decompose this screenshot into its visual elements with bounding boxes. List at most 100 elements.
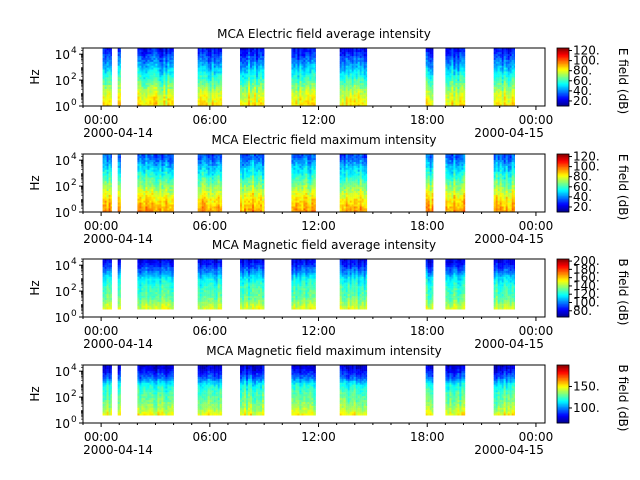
heatmap-cell (339, 78, 342, 82)
heatmap-cell (307, 80, 310, 84)
heatmap-cell (171, 155, 174, 159)
heatmap-cell (305, 48, 308, 51)
heatmap-cell (119, 196, 121, 199)
heatmap-cell (453, 75, 456, 78)
heatmap-cell (449, 78, 452, 82)
heatmap-cell (297, 200, 300, 203)
heatmap-cell (106, 48, 109, 51)
heatmap-cell (215, 82, 218, 85)
heatmap-cell (461, 59, 464, 62)
heatmap-cell (343, 94, 346, 97)
heatmap-cell (151, 92, 154, 95)
heatmap-cell (307, 61, 310, 64)
heatmap-cell (347, 84, 350, 87)
heatmap-cell (215, 88, 218, 91)
heatmap-cell (102, 49, 105, 53)
heatmap-cell (256, 48, 259, 51)
heatmap-cell (254, 198, 257, 201)
heatmap-cell (291, 181, 294, 184)
heatmap-cell (359, 96, 362, 99)
heatmap-cell (363, 48, 366, 51)
heatmap-cell (203, 186, 206, 190)
heatmap-cell (451, 77, 454, 80)
heatmap-cell (149, 208, 152, 211)
heatmap-cell (248, 159, 251, 162)
heatmap-cell (431, 82, 434, 85)
heatmap-cell (463, 82, 466, 85)
heatmap-cell (244, 186, 247, 190)
heatmap-cell (429, 59, 432, 62)
heatmap-cell (427, 48, 430, 51)
heatmap-cell (203, 67, 206, 70)
heatmap-cell (143, 161, 146, 164)
heatmap-cell (347, 100, 350, 103)
heatmap-cell (157, 186, 160, 190)
heatmap-cell (431, 100, 434, 103)
heatmap-cell (143, 94, 146, 97)
heatmap-cell (139, 165, 142, 168)
heatmap-cell (244, 53, 247, 56)
heatmap-cell (143, 186, 146, 190)
heatmap-cell (161, 69, 164, 72)
heatmap-cell (248, 155, 251, 159)
heatmap-cell (505, 73, 508, 76)
heatmap-cell (102, 200, 105, 203)
heatmap-cell (153, 67, 156, 70)
heatmap-cell (311, 57, 314, 60)
heatmap-cell (149, 71, 152, 74)
x-tick-label: 00:00 (84, 113, 119, 127)
heatmap-cell (145, 184, 148, 188)
heatmap-cell (171, 82, 174, 85)
heatmap-cell (108, 181, 111, 184)
heatmap-cell (149, 96, 152, 99)
heatmap-cell (359, 100, 362, 103)
heatmap-cell (363, 75, 366, 78)
heatmap-cell (258, 69, 261, 72)
heatmap-cell (351, 73, 354, 76)
heatmap-cell (427, 71, 430, 74)
heatmap-cell (110, 88, 112, 91)
heatmap-cell (104, 173, 107, 176)
heatmap-cell (501, 77, 504, 80)
heatmap-cell (153, 59, 156, 62)
heatmap-cell (305, 67, 308, 70)
heatmap-cell (219, 59, 222, 62)
heatmap-cell (117, 200, 120, 203)
heatmap-cell (453, 80, 456, 84)
heatmap-cell (159, 194, 162, 197)
heatmap-cell (349, 100, 352, 103)
heatmap-cell (151, 104, 154, 107)
heatmap-cell (254, 200, 257, 203)
heatmap-cell (299, 184, 302, 188)
heatmap-cell (345, 96, 348, 99)
heatmap-cell (108, 71, 111, 74)
heatmap-cell (147, 173, 150, 176)
heatmap-cell (425, 84, 428, 87)
heatmap-cell (361, 102, 364, 105)
heatmap-cell (262, 100, 265, 103)
heatmap-cell (155, 55, 158, 58)
heatmap-cell (108, 67, 111, 70)
heatmap-cell (207, 48, 210, 51)
heatmap-cell (365, 78, 368, 82)
heatmap-cell (505, 48, 508, 51)
heatmap-cell (149, 192, 152, 195)
heatmap-cell (153, 92, 156, 95)
heatmap-cell (171, 163, 174, 166)
heatmap-cell (449, 63, 452, 66)
heatmap-cell (459, 98, 462, 101)
heatmap-cell (365, 49, 368, 53)
heatmap-cell (145, 204, 148, 207)
heatmap-cell (246, 78, 249, 82)
heatmap-cell (507, 96, 510, 99)
heatmap-cell (106, 204, 109, 207)
heatmap-cell (449, 49, 452, 53)
heatmap-cell (363, 77, 366, 80)
heatmap-cell (171, 48, 174, 51)
heatmap-cell (250, 188, 253, 191)
heatmap-cell (171, 51, 174, 55)
heatmap-cell (291, 61, 294, 64)
heatmap-cell (167, 59, 170, 62)
heatmap-cell (102, 92, 105, 95)
heatmap-cell (242, 69, 245, 72)
